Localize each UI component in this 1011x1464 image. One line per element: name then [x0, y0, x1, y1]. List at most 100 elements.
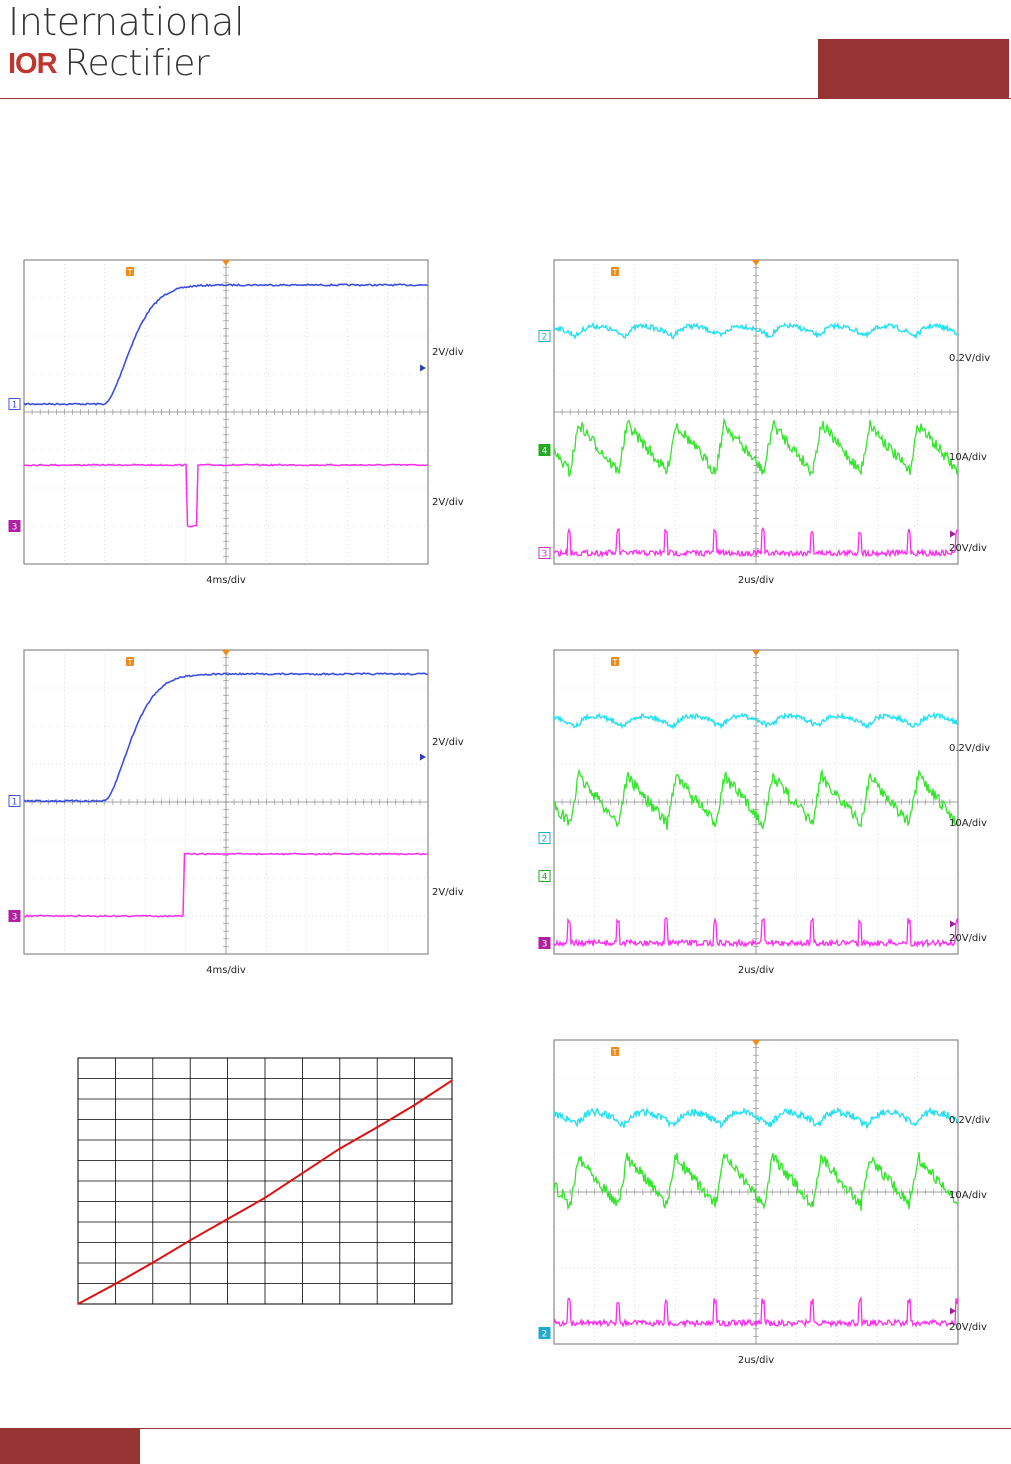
trace-output-voltage: [23, 672, 428, 803]
svg-text:T: T: [127, 658, 133, 667]
scope-startup-2: T 1 3 2V/div 2V/div 4ms/div: [8, 649, 464, 976]
data-point: [376, 1126, 379, 1129]
trigger-time-marker: T: [611, 657, 619, 667]
time-scale-label: 4ms/div: [206, 965, 246, 976]
footer-divider: [0, 1428, 1011, 1429]
svg-text:1: 1: [12, 401, 18, 411]
channel-marker-4: 4: [538, 444, 551, 457]
scope-startup-1: T 1 3 2V/div 2V/div 4ms/div: [8, 259, 464, 586]
trace-switch-node: [553, 1295, 959, 1329]
offset-level-arrow: [420, 364, 426, 372]
scale-label: 10A/div: [949, 818, 987, 829]
footer-accent-block: [0, 1428, 140, 1464]
svg-text:T: T: [612, 268, 618, 277]
scale-label: 10A/div: [949, 1190, 987, 1201]
scale-label: 0.2V/div: [949, 743, 990, 754]
data-point: [301, 1172, 304, 1174]
trace-output-ripple: [553, 321, 958, 340]
trace-power-good: [23, 852, 428, 918]
trace-inductor-current: [553, 1152, 959, 1211]
channel-marker-2: 2: [538, 1327, 551, 1340]
brand-name-line1: International: [8, 0, 245, 44]
time-scale-label: 2us/div: [738, 575, 774, 586]
scope-waveforms-3: T 2 0.2V/div 10A/div 20V/div 2us/div: [538, 1039, 990, 1366]
trace-switch-node: [553, 526, 959, 559]
time-scale-label: 2us/div: [738, 965, 774, 976]
svg-text:3: 3: [12, 523, 18, 533]
channel-marker-1: 1: [8, 795, 21, 808]
trace-power-good: [24, 463, 428, 528]
offset-level-arrow: [950, 530, 956, 538]
svg-text:2: 2: [542, 1330, 548, 1340]
trigger-position-marker: [222, 650, 230, 656]
scope-graticule: [553, 649, 959, 955]
scale-label: 0.2V/div: [949, 1115, 990, 1126]
svg-text:T: T: [612, 658, 618, 667]
plot-grid: [78, 1058, 452, 1304]
header-accent-block: [818, 39, 1009, 99]
scope-graticule: [553, 259, 959, 565]
channel-marker-3: 3: [8, 520, 21, 533]
svg-text:3: 3: [12, 913, 18, 923]
trace-inductor-current: [553, 417, 959, 478]
scale-label: 10A/div: [949, 452, 987, 463]
trigger-position-marker: [752, 1040, 760, 1046]
svg-text:3: 3: [542, 550, 548, 560]
channel-marker-2: 2: [538, 832, 551, 845]
channel-marker-1: 1: [8, 398, 21, 411]
scale-label: 2V/div: [432, 737, 464, 748]
ior-logo-mark: IOR: [8, 48, 58, 80]
svg-text:3: 3: [542, 940, 548, 950]
trigger-time-marker: T: [126, 657, 134, 667]
scale-label: 2V/div: [432, 347, 464, 358]
scale-label: 20V/div: [949, 933, 987, 944]
scale-label: 0.2V/div: [949, 353, 990, 364]
data-point: [413, 1104, 416, 1106]
data-point: [339, 1147, 341, 1150]
channel-marker-3: 3: [538, 937, 551, 950]
trigger-position-marker: [752, 260, 760, 266]
brand-name-line2: Rectifier: [64, 43, 210, 84]
scope-waveforms-1: T 2 4 3 0.2V/div 10A/div 20V/div 2us/div: [538, 259, 990, 586]
svg-text:2: 2: [542, 333, 548, 343]
trace-output-ripple: [553, 1106, 959, 1130]
data-point: [77, 1303, 79, 1305]
line-chart: [77, 1057, 453, 1305]
channel-marker-2: 2: [538, 330, 551, 343]
trace-inductor-current: [553, 768, 959, 830]
channel-marker-4: 4: [538, 870, 551, 883]
offset-level-arrow: [950, 1307, 956, 1315]
channel-marker-3: 3: [538, 547, 551, 560]
trigger-position-marker: [752, 650, 760, 656]
data-point: [264, 1196, 266, 1199]
trigger-time-marker: T: [611, 267, 619, 277]
trigger-time-marker: T: [611, 1047, 619, 1057]
data-point: [189, 1239, 191, 1242]
trigger-position-marker: [222, 260, 230, 266]
scope-graticule: [23, 259, 429, 565]
trigger-time-marker: T: [126, 267, 134, 277]
svg-text:4: 4: [542, 873, 548, 883]
offset-level-arrow: [420, 753, 426, 761]
data-point: [451, 1079, 453, 1082]
svg-text:4: 4: [542, 447, 548, 457]
header-divider: [0, 98, 1011, 99]
svg-text:1: 1: [12, 798, 18, 808]
scale-label: 2V/div: [432, 887, 464, 898]
offset-level-arrow: [950, 920, 956, 928]
scope-graticule: [553, 1039, 959, 1345]
time-scale-label: 4ms/div: [206, 575, 246, 586]
scale-label: 20V/div: [949, 1322, 987, 1333]
data-point: [114, 1283, 117, 1285]
channel-marker-3: 3: [8, 910, 21, 923]
trace-switch-node: [553, 917, 959, 949]
scope-waveforms-2: T 2 4 3 0.2V/div 10A/div 20V/div 2us/div: [538, 649, 990, 976]
svg-text:T: T: [127, 268, 133, 277]
svg-text:T: T: [612, 1048, 618, 1057]
scale-label: 20V/div: [949, 543, 987, 554]
company-logo: International IOR Rectifier: [8, 0, 245, 84]
trace-output-voltage: [23, 283, 428, 406]
scale-label: 2V/div: [432, 497, 464, 508]
data-point: [226, 1218, 229, 1220]
time-scale-label: 2us/div: [738, 1355, 774, 1366]
